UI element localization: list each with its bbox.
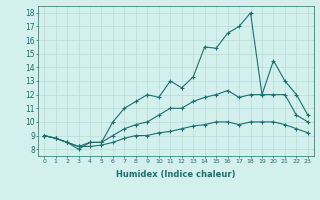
X-axis label: Humidex (Indice chaleur): Humidex (Indice chaleur) xyxy=(116,170,236,179)
